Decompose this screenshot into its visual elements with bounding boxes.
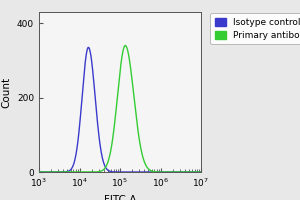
Legend: Isotype control, Primary antibody: Isotype control, Primary antibody [210, 13, 300, 44]
Y-axis label: Count: Count [2, 76, 11, 108]
X-axis label: FITC-A: FITC-A [104, 195, 136, 200]
